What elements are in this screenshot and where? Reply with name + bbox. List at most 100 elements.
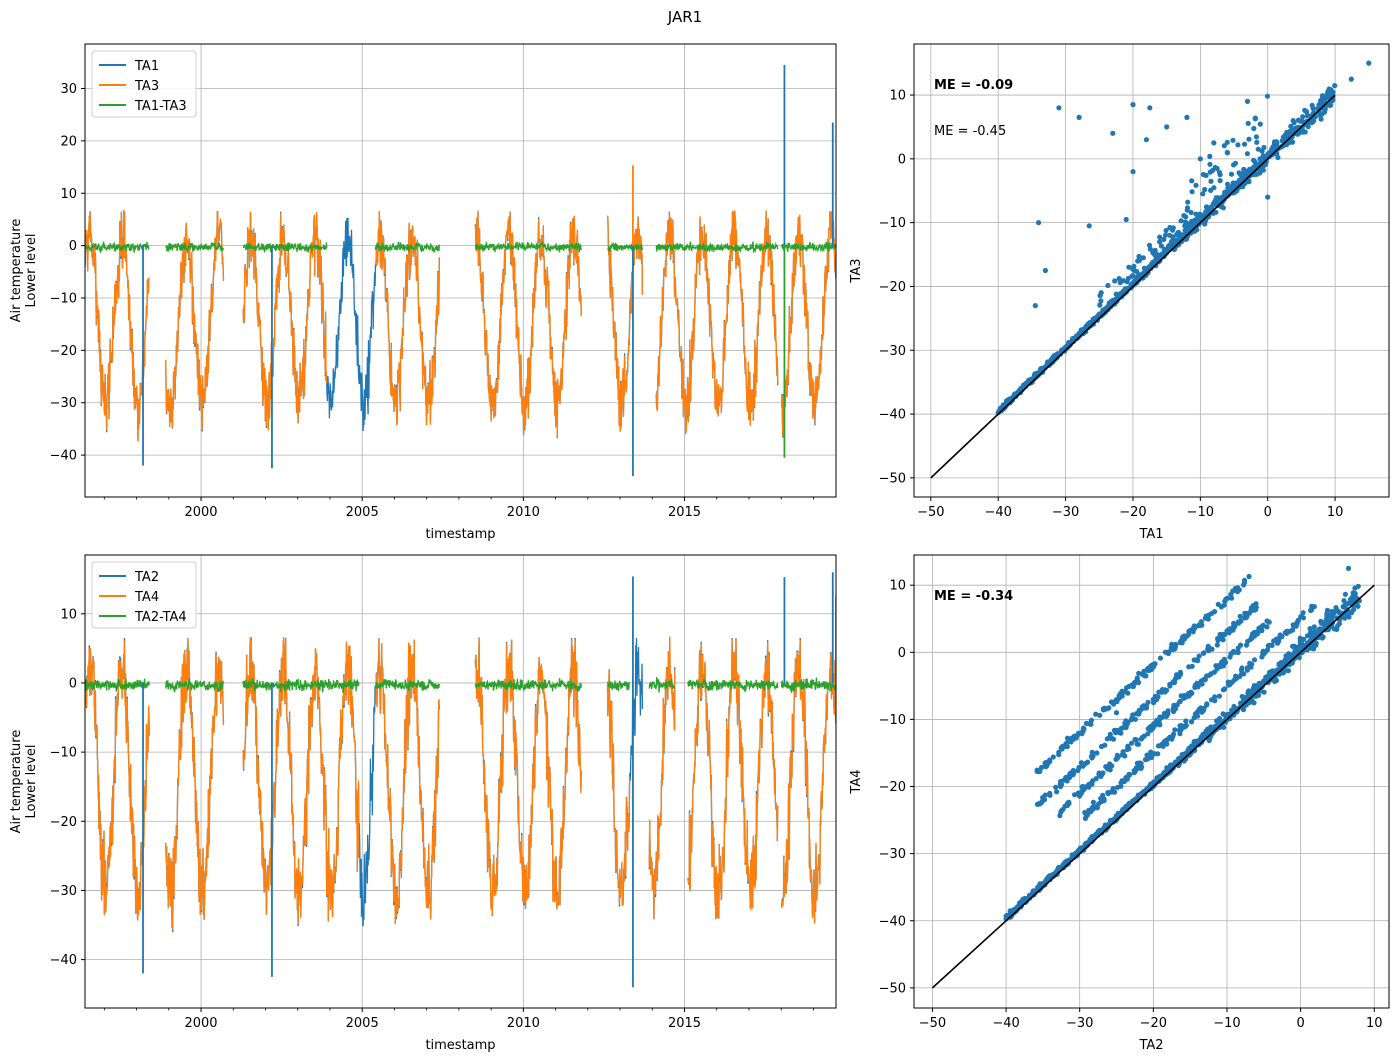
scatter-point <box>1252 115 1258 121</box>
scatter-point <box>1093 804 1099 811</box>
scatter-point <box>1145 731 1151 737</box>
scatter-point <box>1226 630 1232 636</box>
series-line-TA4 <box>606 668 631 906</box>
scatter-point <box>1118 780 1124 786</box>
scatter-point <box>1156 689 1162 695</box>
scatter-point <box>1096 827 1102 834</box>
legend-label-TA4: TA4 <box>134 590 159 605</box>
scatter-point <box>1342 591 1348 597</box>
scatter-point <box>1303 108 1309 115</box>
y-tick-label: 10 <box>889 89 906 104</box>
scatter-point <box>1066 800 1072 806</box>
mean-error-annotation: ME = -0.09 <box>934 78 1013 93</box>
scatter-point <box>1081 726 1087 732</box>
plot-points <box>930 60 1372 479</box>
y-tick-label: −30 <box>879 847 906 862</box>
panel-ts-top: 2000 2005 2010 2015−40−30−20−100102030TA1TA… <box>9 43 837 542</box>
series-line-TA1-TA3 <box>655 241 779 254</box>
scatter-point <box>1085 810 1092 816</box>
scatter-point <box>1307 630 1314 636</box>
scatter-point <box>1163 713 1169 720</box>
scatter-point <box>1224 139 1230 145</box>
y-tick-label: 20 <box>60 134 77 149</box>
scatter-point <box>1164 124 1170 130</box>
scatter-point <box>1136 670 1142 676</box>
identity-line <box>930 94 1336 479</box>
scatter-point <box>1177 669 1183 675</box>
scatter-point <box>1220 205 1226 211</box>
scatter-point <box>1282 658 1288 664</box>
scatter-point <box>1305 113 1311 119</box>
scatter-point <box>1290 622 1296 628</box>
scatter-point <box>1246 700 1252 706</box>
scatter-point <box>1232 649 1238 655</box>
scatter-point <box>1252 685 1258 691</box>
scatter-point <box>1231 162 1237 168</box>
scatter-point <box>1089 749 1095 755</box>
scatter-point <box>1262 649 1268 655</box>
scatter-point <box>1297 645 1303 651</box>
scatter-point <box>1193 211 1199 217</box>
scatter-point <box>1246 573 1252 580</box>
scatter-point <box>1171 679 1178 686</box>
scatter-point <box>1216 718 1222 724</box>
scatter-point <box>1235 619 1241 625</box>
scatter-point <box>1318 618 1324 625</box>
scatter-point <box>1172 727 1178 733</box>
scatter-point <box>1155 751 1161 757</box>
legend-box <box>91 50 197 118</box>
y-axis-label-line: Air temperature <box>9 730 24 834</box>
scatter-point <box>1079 845 1085 851</box>
scatter-point <box>1197 215 1203 221</box>
scatter-point <box>1198 619 1204 625</box>
scatter-point <box>1207 153 1213 159</box>
scatter-point <box>1110 130 1116 136</box>
scatter-point <box>1322 106 1328 112</box>
axes-frame <box>84 43 837 498</box>
scatter-point <box>1196 737 1202 743</box>
scatter-point <box>1241 577 1248 583</box>
scatter-point <box>1168 762 1174 768</box>
scatter-point <box>1291 120 1297 126</box>
scatter-point <box>1157 714 1163 720</box>
scatter-point <box>1259 654 1265 660</box>
x-axis-label: timestamp <box>425 527 495 542</box>
scatter-point <box>1234 181 1240 187</box>
scatter-point <box>1318 98 1324 105</box>
scatter-point <box>1279 634 1285 640</box>
scatter-point <box>1098 290 1104 296</box>
scatter-point <box>1273 139 1279 145</box>
scatter-point <box>1053 784 1059 790</box>
x-tick-label: −20 <box>1140 1016 1167 1031</box>
scatter-point <box>1162 246 1168 252</box>
y-tick-label: 0 <box>898 646 906 661</box>
scatter-point <box>1325 88 1331 95</box>
scatter-point <box>1215 601 1221 608</box>
scatter-point <box>1341 598 1347 604</box>
scatter-point <box>1116 276 1122 282</box>
scatter-point <box>1300 114 1306 120</box>
scatter-point <box>1294 620 1300 626</box>
scatter-point <box>1159 687 1165 693</box>
series-line-TA1-TA3 <box>165 241 225 253</box>
scatter-point <box>1251 700 1257 706</box>
x-tick-label: −10 <box>1187 505 1214 520</box>
scatter-point <box>1038 800 1044 806</box>
scatter-point <box>1256 627 1262 633</box>
scatter-point <box>1243 642 1250 648</box>
scatter-point <box>1155 694 1161 700</box>
scatter-point <box>1110 786 1116 792</box>
scatter-point <box>1345 565 1352 572</box>
series-line-TA3 <box>242 211 328 431</box>
scatter-point <box>1136 711 1142 717</box>
scatter-point <box>1111 727 1118 733</box>
series-line-TA2-TA4 <box>474 678 582 693</box>
series-line-TA2-TA4 <box>606 680 631 691</box>
x-axis-label: TA2 <box>1138 1038 1163 1053</box>
legend: TA2 TA4 TA2-TA4 <box>91 561 197 629</box>
scatter-point <box>1163 227 1169 234</box>
series-line-TA4 <box>687 639 779 920</box>
scatter-point <box>1220 711 1226 717</box>
scatter-point <box>1243 614 1249 621</box>
scatter-point <box>1136 257 1142 264</box>
